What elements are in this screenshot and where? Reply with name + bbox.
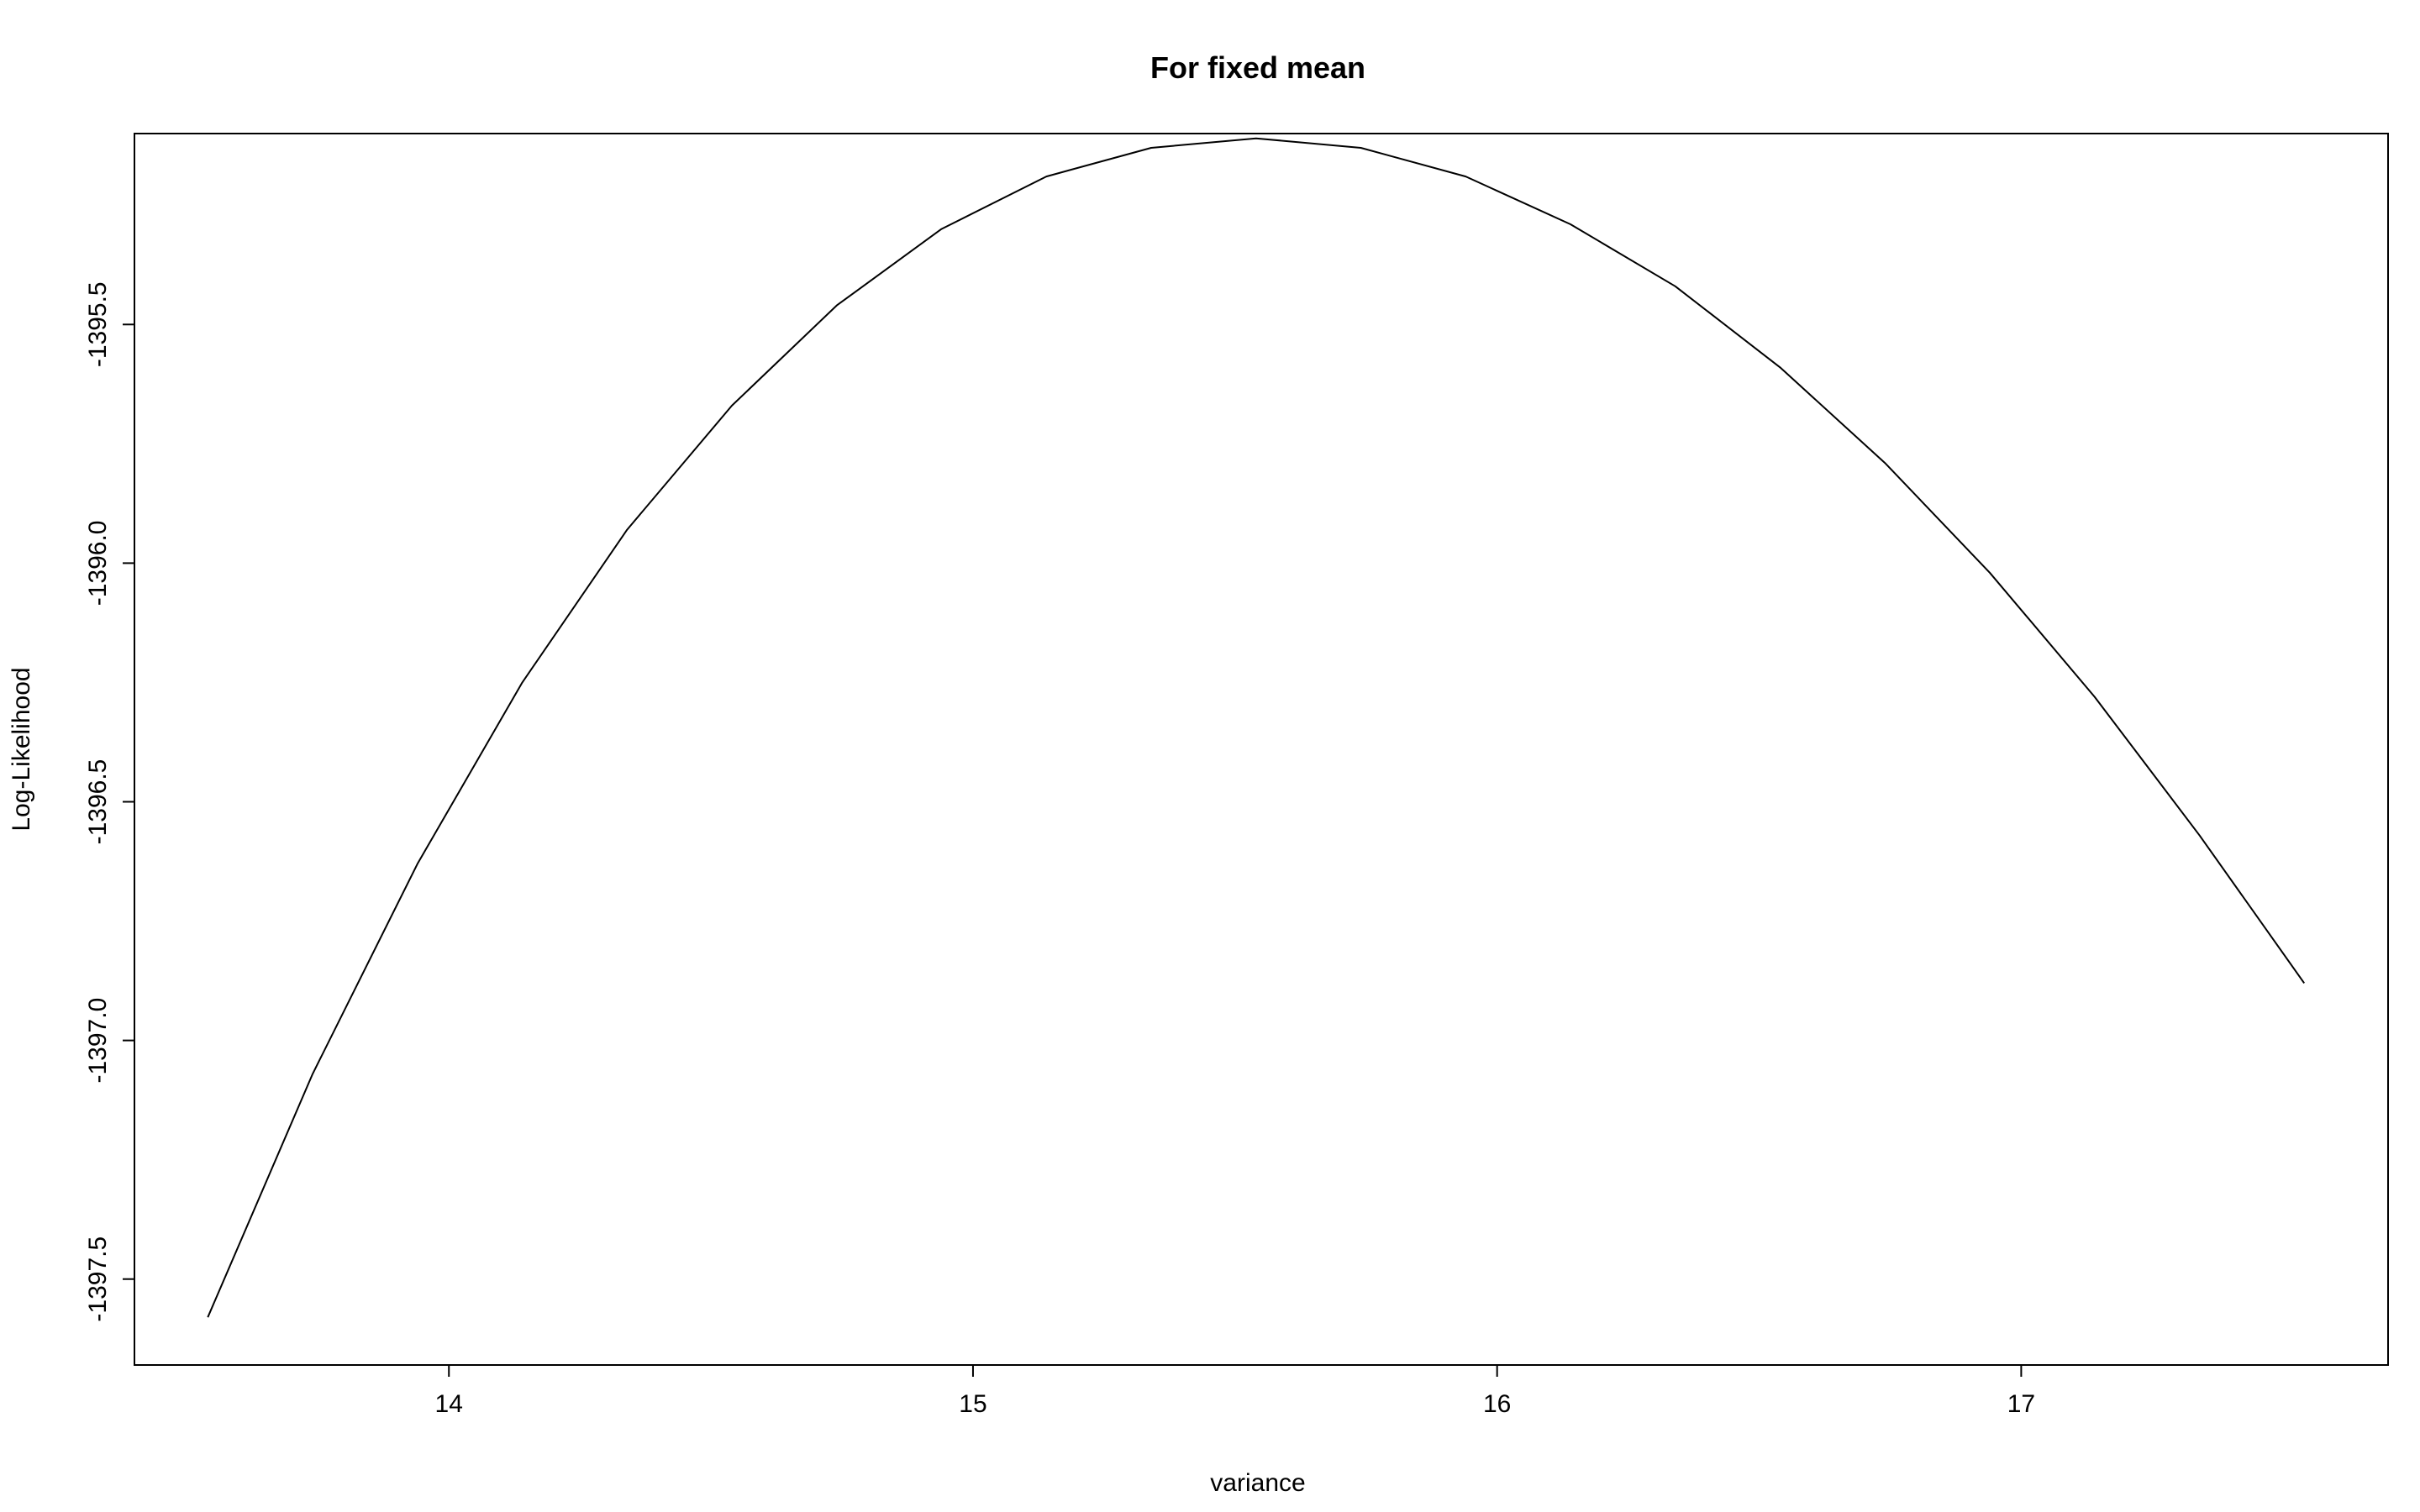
y-tick-label: -1396.5 — [84, 759, 112, 845]
y-tick-label: -1397.0 — [84, 998, 112, 1084]
y-tick-label: -1397.5 — [84, 1236, 112, 1322]
x-tick-label: 16 — [1483, 1390, 1511, 1418]
y-axis: -1395.5 -1396.0 -1396.5 -1397.0 -1397.5 — [84, 281, 135, 1322]
x-tick-label: 15 — [959, 1390, 986, 1418]
y-axis-label: Log-Likelihood — [8, 667, 35, 831]
x-tick-label: 17 — [2007, 1390, 2035, 1418]
series-layer — [207, 137, 2306, 1318]
x-axis-label: variance — [1210, 1469, 1305, 1497]
plot-frame — [134, 133, 2389, 1366]
x-axis: 14 15 16 17 — [435, 1364, 2035, 1418]
chart-title: For fixed mean — [1150, 50, 1365, 85]
y-tick-label: -1396.0 — [84, 521, 112, 606]
y-tick-label: -1395.5 — [84, 281, 112, 367]
x-tick-label: 14 — [435, 1390, 463, 1418]
log-likelihood-line — [207, 137, 2306, 1318]
